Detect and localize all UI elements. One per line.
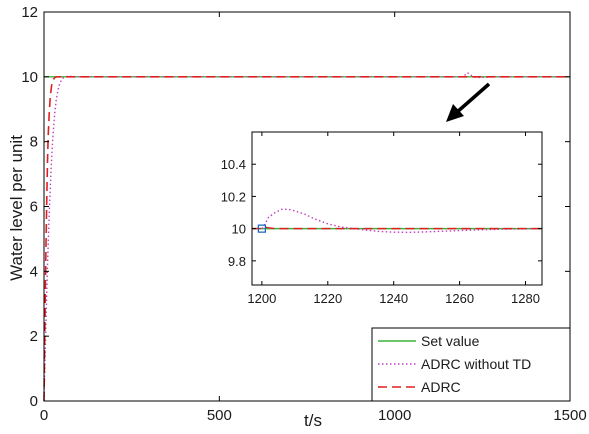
- inset-y-tick-label: 10: [232, 222, 246, 237]
- inset-series-adrc: [252, 226, 542, 230]
- x-tick-label: 500: [207, 407, 232, 424]
- y-tick-label: 6: [30, 199, 38, 216]
- main-series-adrc: [43, 76, 570, 402]
- inset-y-tick-label: 10.2: [221, 189, 246, 204]
- legend: Set value ADRC without TD ADRC: [371, 327, 571, 402]
- main-plot: 0 500 1000 1500 0 2 4 6 8 10 12 t/s Water level pe…: [7, 4, 587, 430]
- inset-start-marker: [257, 224, 266, 233]
- inset-series-group: [252, 208, 543, 234]
- legend-label-adrc-without-td: ADRC without TD: [421, 356, 531, 372]
- zoom-pointer-arrow: [446, 82, 491, 122]
- inset-x-tick-label: 1220: [313, 291, 342, 306]
- inset-axis-ticks: 1200 1220 1240 1260 1280 9.8 10 10.2 10.4: [221, 132, 542, 306]
- y-tick-label: 8: [30, 134, 38, 151]
- legend-box: [371, 327, 571, 402]
- x-tick-label: 0: [40, 407, 48, 424]
- y-tick-label: 2: [30, 328, 38, 345]
- x-tick-label: 1500: [553, 407, 586, 424]
- inset-y-tick-label: 10.4: [221, 157, 246, 172]
- y-tick-label: 4: [30, 263, 38, 280]
- y-tick-label: 0: [30, 393, 38, 410]
- main-series-group: [43, 72, 570, 402]
- inset-x-tick-label: 1260: [445, 291, 474, 306]
- inset-x-tick-label: 1240: [379, 291, 408, 306]
- x-axis-title: t/s: [304, 411, 322, 430]
- y-tick-label: 10: [21, 69, 38, 86]
- legend-label-set-value: Set value: [421, 333, 480, 349]
- inset-x-tick-label: 1200: [247, 291, 276, 306]
- legend-items: Set value ADRC without TD ADRC: [378, 333, 531, 395]
- y-tick-label: 12: [21, 4, 38, 21]
- main-axis-ticks: 0 500 1000 1500 0 2 4 6 8 10 12: [21, 4, 586, 424]
- y-axis-title: Water level per unit: [7, 135, 26, 281]
- legend-label-adrc: ADRC: [421, 379, 461, 395]
- inset-zoom-plot: 1200 1220 1240 1260 1280 9.8 10 10.2 10.4: [221, 131, 543, 306]
- x-tick-label: 1000: [378, 407, 411, 424]
- inset-y-tick-label: 9.8: [228, 254, 246, 269]
- inset-background: [252, 132, 542, 285]
- inset-plot-frame: [251, 131, 543, 286]
- inset-x-tick-label: 1280: [511, 291, 540, 306]
